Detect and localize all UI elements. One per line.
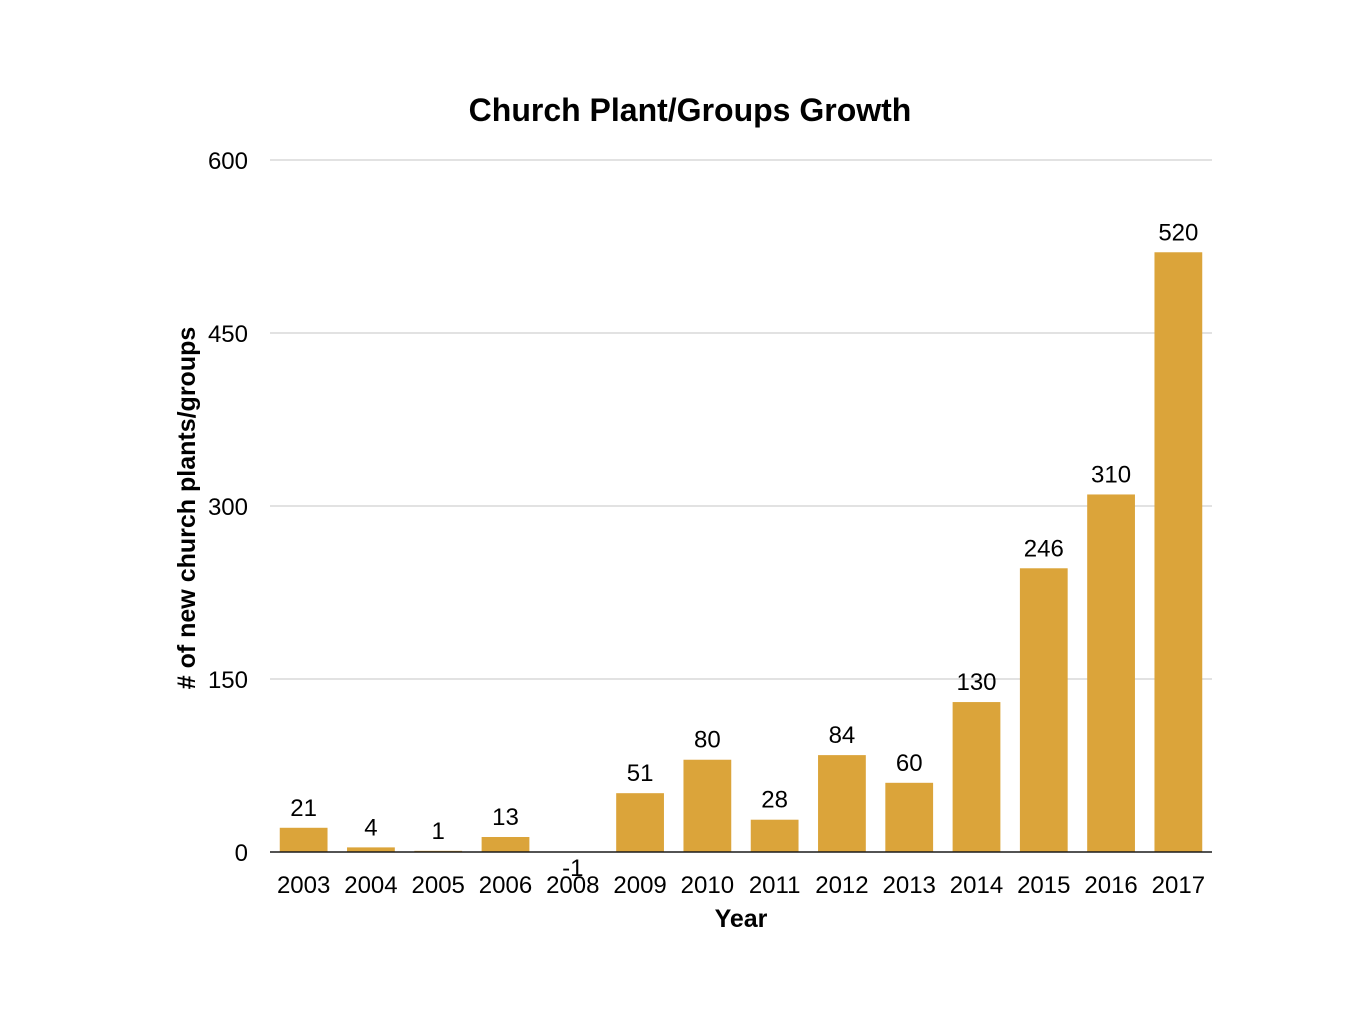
data-labels: 21 4 1 13 -1 51 80 28 84 60 130 246 310 520	[290, 219, 1198, 882]
x-tick-label: 2006	[479, 872, 532, 899]
data-label: 4	[364, 814, 377, 841]
data-label: 1	[432, 818, 445, 845]
bar	[952, 702, 1001, 852]
data-label: 520	[1158, 219, 1198, 246]
bar	[683, 759, 732, 852]
x-tick-label: 2009	[613, 872, 666, 899]
data-label: 21	[290, 795, 317, 822]
data-label: 60	[896, 750, 923, 777]
x-tick-label: 2004	[344, 872, 397, 899]
data-label: 51	[627, 760, 654, 787]
x-tick-label: 2005	[412, 872, 465, 899]
grid-lines	[270, 159, 1212, 680]
y-tick-label: 0	[235, 840, 248, 867]
bar	[818, 755, 866, 852]
bar	[1087, 494, 1135, 852]
x-tick-label: 2015	[1017, 872, 1070, 899]
data-label: 28	[761, 787, 788, 814]
y-tick-label: 600	[208, 148, 248, 175]
x-tick-label: 2008	[546, 872, 599, 899]
data-label: 310	[1091, 461, 1131, 488]
x-tick-label: 2017	[1152, 872, 1205, 899]
x-tick-label: 2016	[1084, 872, 1137, 899]
bar	[750, 819, 799, 852]
y-tick-label: 300	[208, 494, 248, 521]
bar	[885, 782, 934, 852]
bar	[279, 827, 328, 852]
data-label: -1	[562, 855, 583, 882]
x-axis-title: Year	[715, 905, 768, 933]
data-label: 80	[694, 727, 721, 754]
bar	[481, 837, 530, 852]
y-axis-title: # of new church plants/groups	[173, 327, 201, 690]
x-tick-label: 2010	[681, 872, 734, 899]
y-tick-label: 150	[208, 667, 248, 694]
x-tick-label: 2003	[277, 872, 330, 899]
y-axis-ticks: 0 150 300 450 600	[208, 148, 248, 867]
x-tick-label: 2014	[950, 872, 1003, 899]
chart-title: Church Plant/Groups Growth	[469, 92, 912, 128]
bars	[279, 252, 1203, 852]
data-label: 130	[956, 669, 996, 696]
y-tick-label: 450	[208, 321, 248, 348]
data-label: 246	[1024, 535, 1064, 562]
x-tick-label: 2011	[749, 872, 801, 899]
x-tick-label: 2013	[883, 872, 936, 899]
data-label: 84	[829, 722, 856, 749]
bar	[1019, 568, 1068, 852]
data-label: 13	[492, 804, 519, 831]
x-axis-ticks: 2003 2004 2005 2006 2008 2009 2010 2011 2012 2013…	[277, 872, 1205, 899]
bar	[347, 847, 395, 852]
x-tick-label: 2012	[815, 872, 868, 899]
bar	[1154, 252, 1203, 852]
bar	[616, 793, 664, 852]
